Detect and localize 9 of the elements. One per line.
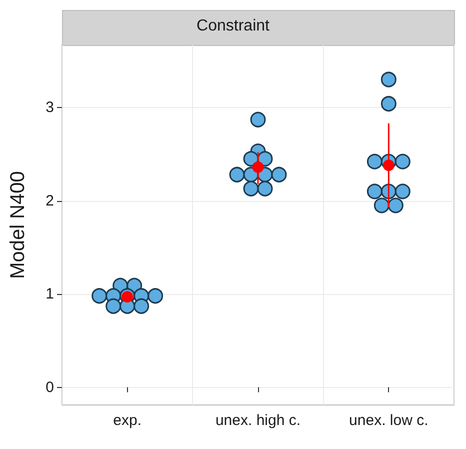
y-tick-label: 1 — [46, 286, 54, 303]
chart-title: Constraint — [196, 18, 270, 34]
y-tick-label: 0 — [46, 378, 54, 396]
y-tick-label: 3 — [46, 98, 54, 116]
y-tick-label: 2 — [46, 192, 54, 210]
y-axis-title: Model N400 — [7, 171, 29, 279]
x-tick-label: unex. high c. — [215, 412, 301, 429]
x-tick-label: exp. — [113, 412, 142, 429]
x-tick-label: unex. low c. — [349, 412, 428, 429]
